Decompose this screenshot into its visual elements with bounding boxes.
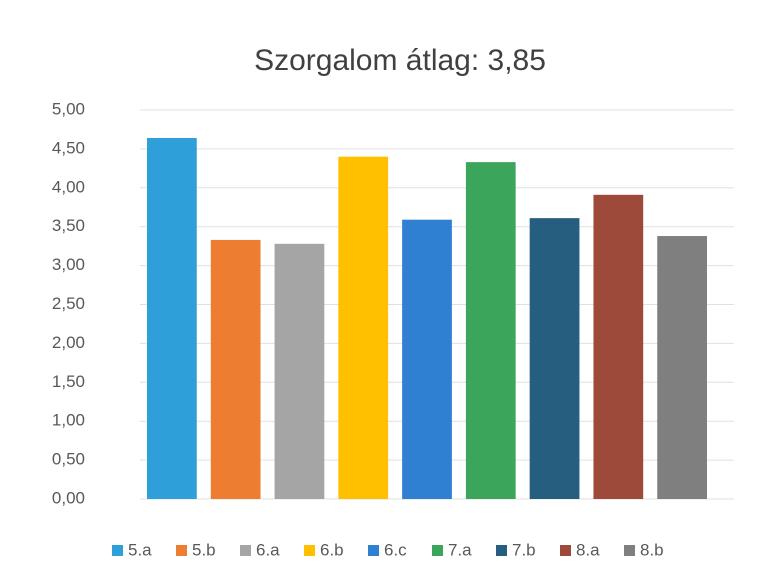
bar — [147, 138, 197, 499]
legend-swatch — [432, 545, 443, 556]
y-tick-label: 1,50 — [52, 372, 85, 391]
legend-label: 8.a — [576, 540, 600, 559]
legend-swatch — [240, 545, 251, 556]
y-tick-label: 0,00 — [52, 488, 85, 507]
legend-label: 7.b — [512, 540, 536, 559]
y-tick-label: 2,50 — [52, 294, 85, 313]
legend-label: 6.a — [256, 540, 280, 559]
legend-swatch — [496, 545, 507, 556]
y-tick-label: 5,00 — [52, 99, 85, 118]
chart-title: Szorgalom átlag: 3,85 — [254, 44, 546, 77]
legend-label: 6.b — [320, 540, 344, 559]
bar — [657, 236, 707, 499]
bar — [338, 156, 389, 499]
legend-label: 6.c — [384, 540, 407, 559]
legend-label: 5.a — [128, 540, 152, 559]
y-tick-label: 2,00 — [52, 333, 85, 352]
legend-swatch — [624, 545, 635, 556]
y-tick-label: 3,00 — [52, 255, 85, 274]
y-tick-label: 0,50 — [52, 450, 85, 469]
legend-label: 8.b — [640, 540, 664, 559]
bar — [210, 239, 261, 499]
legend-swatch — [304, 545, 315, 556]
bar — [274, 243, 325, 499]
legend-label: 5.b — [192, 540, 216, 559]
bar — [529, 218, 580, 499]
y-tick-label: 1,00 — [52, 411, 85, 430]
legend-swatch — [560, 545, 571, 556]
bar — [465, 162, 516, 499]
legend-swatch — [176, 545, 187, 556]
bar — [593, 194, 644, 499]
y-tick-label: 3,50 — [52, 216, 85, 235]
legend-swatch — [368, 545, 379, 556]
legend-swatch — [112, 545, 123, 556]
y-tick-label: 4,50 — [52, 138, 85, 157]
y-tick-label: 4,00 — [52, 177, 85, 196]
bar — [402, 219, 452, 499]
legend-label: 7.a — [448, 540, 472, 559]
